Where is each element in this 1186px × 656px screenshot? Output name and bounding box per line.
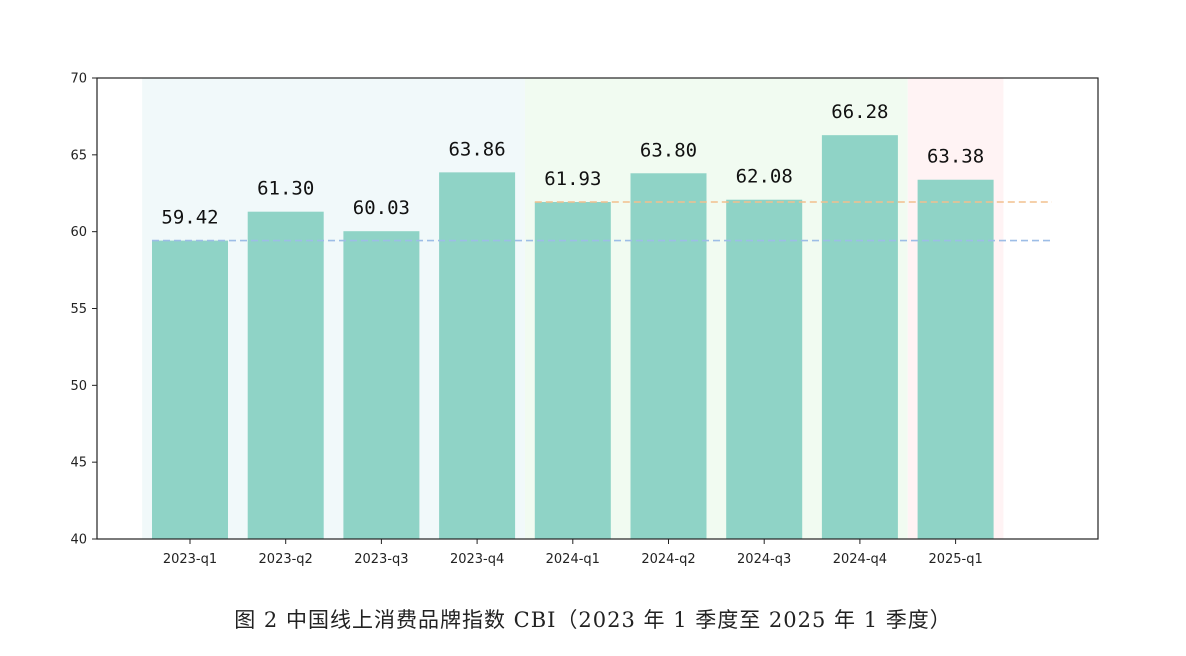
y-tick-label-55: 55 <box>70 302 87 317</box>
x-tick-label-2024-q2: 2024-q2 <box>641 552 695 567</box>
x-tick-label-2025-q1: 2025-q1 <box>928 552 982 567</box>
value-label-2023-q1: 59.42 <box>161 207 218 229</box>
bar-2023-q2 <box>247 211 324 539</box>
bar-2024-q3 <box>726 199 803 540</box>
x-tick-label-2024-q3: 2024-q3 <box>737 552 791 567</box>
value-label-2025-q1: 63.38 <box>927 146 984 168</box>
y-tick-label-70: 70 <box>70 72 87 87</box>
x-tick-label-2023-q3: 2023-q3 <box>354 552 408 567</box>
value-label-2023-q2: 61.30 <box>257 178 314 200</box>
bar-2024-q4 <box>821 135 898 539</box>
value-labels: 59.42 61.30 60.03 63.86 61.93 63.80 62.08 66.28… <box>161 101 984 228</box>
bar-2024-q2 <box>630 173 707 540</box>
x-tick-label-2024-q4: 2024-q4 <box>833 552 887 567</box>
bar-chart: 59.42 61.30 60.03 63.86 61.93 63.80 62.08 66.28… <box>70 72 1099 567</box>
y-tick-label-65: 65 <box>70 148 87 163</box>
figure-caption: 图 2 中国线上消费品牌指数 CBI（2023 年 1 季度至 2025 年 1… <box>234 608 952 632</box>
x-tick-label-2023-q2: 2023-q2 <box>259 552 313 567</box>
x-tick-label-2024-q1: 2024-q1 <box>546 552 600 567</box>
bar-2025-q1 <box>917 179 994 539</box>
y-tick-label-50: 50 <box>70 379 87 394</box>
bar-2023-q1 <box>152 240 228 539</box>
value-label-2024-q3: 62.08 <box>736 166 793 188</box>
axes: 40 45 50 55 60 65 70 2023-q1 2023-q2 2023-q3 2023-… <box>70 72 1099 567</box>
y-tick-label-40: 40 <box>70 533 87 548</box>
value-label-2024-q2: 63.80 <box>640 139 697 161</box>
x-tick-label-2023-q1: 2023-q1 <box>163 552 217 567</box>
value-label-2024-q4: 66.28 <box>831 101 888 123</box>
y-tick-label-45: 45 <box>70 456 87 471</box>
value-label-2023-q3: 60.03 <box>353 197 410 219</box>
bar-2023-q3 <box>343 231 420 539</box>
x-tick-label-2023-q4: 2023-q4 <box>450 552 504 567</box>
reference-lines <box>152 201 1052 242</box>
value-label-2023-q4: 63.86 <box>448 138 505 160</box>
y-tick-label-60: 60 <box>70 225 87 240</box>
bar-2023-q4 <box>439 172 516 540</box>
bars <box>152 135 994 540</box>
value-label-2024-q1: 61.93 <box>544 168 601 190</box>
bar-2024-q1 <box>534 202 611 539</box>
